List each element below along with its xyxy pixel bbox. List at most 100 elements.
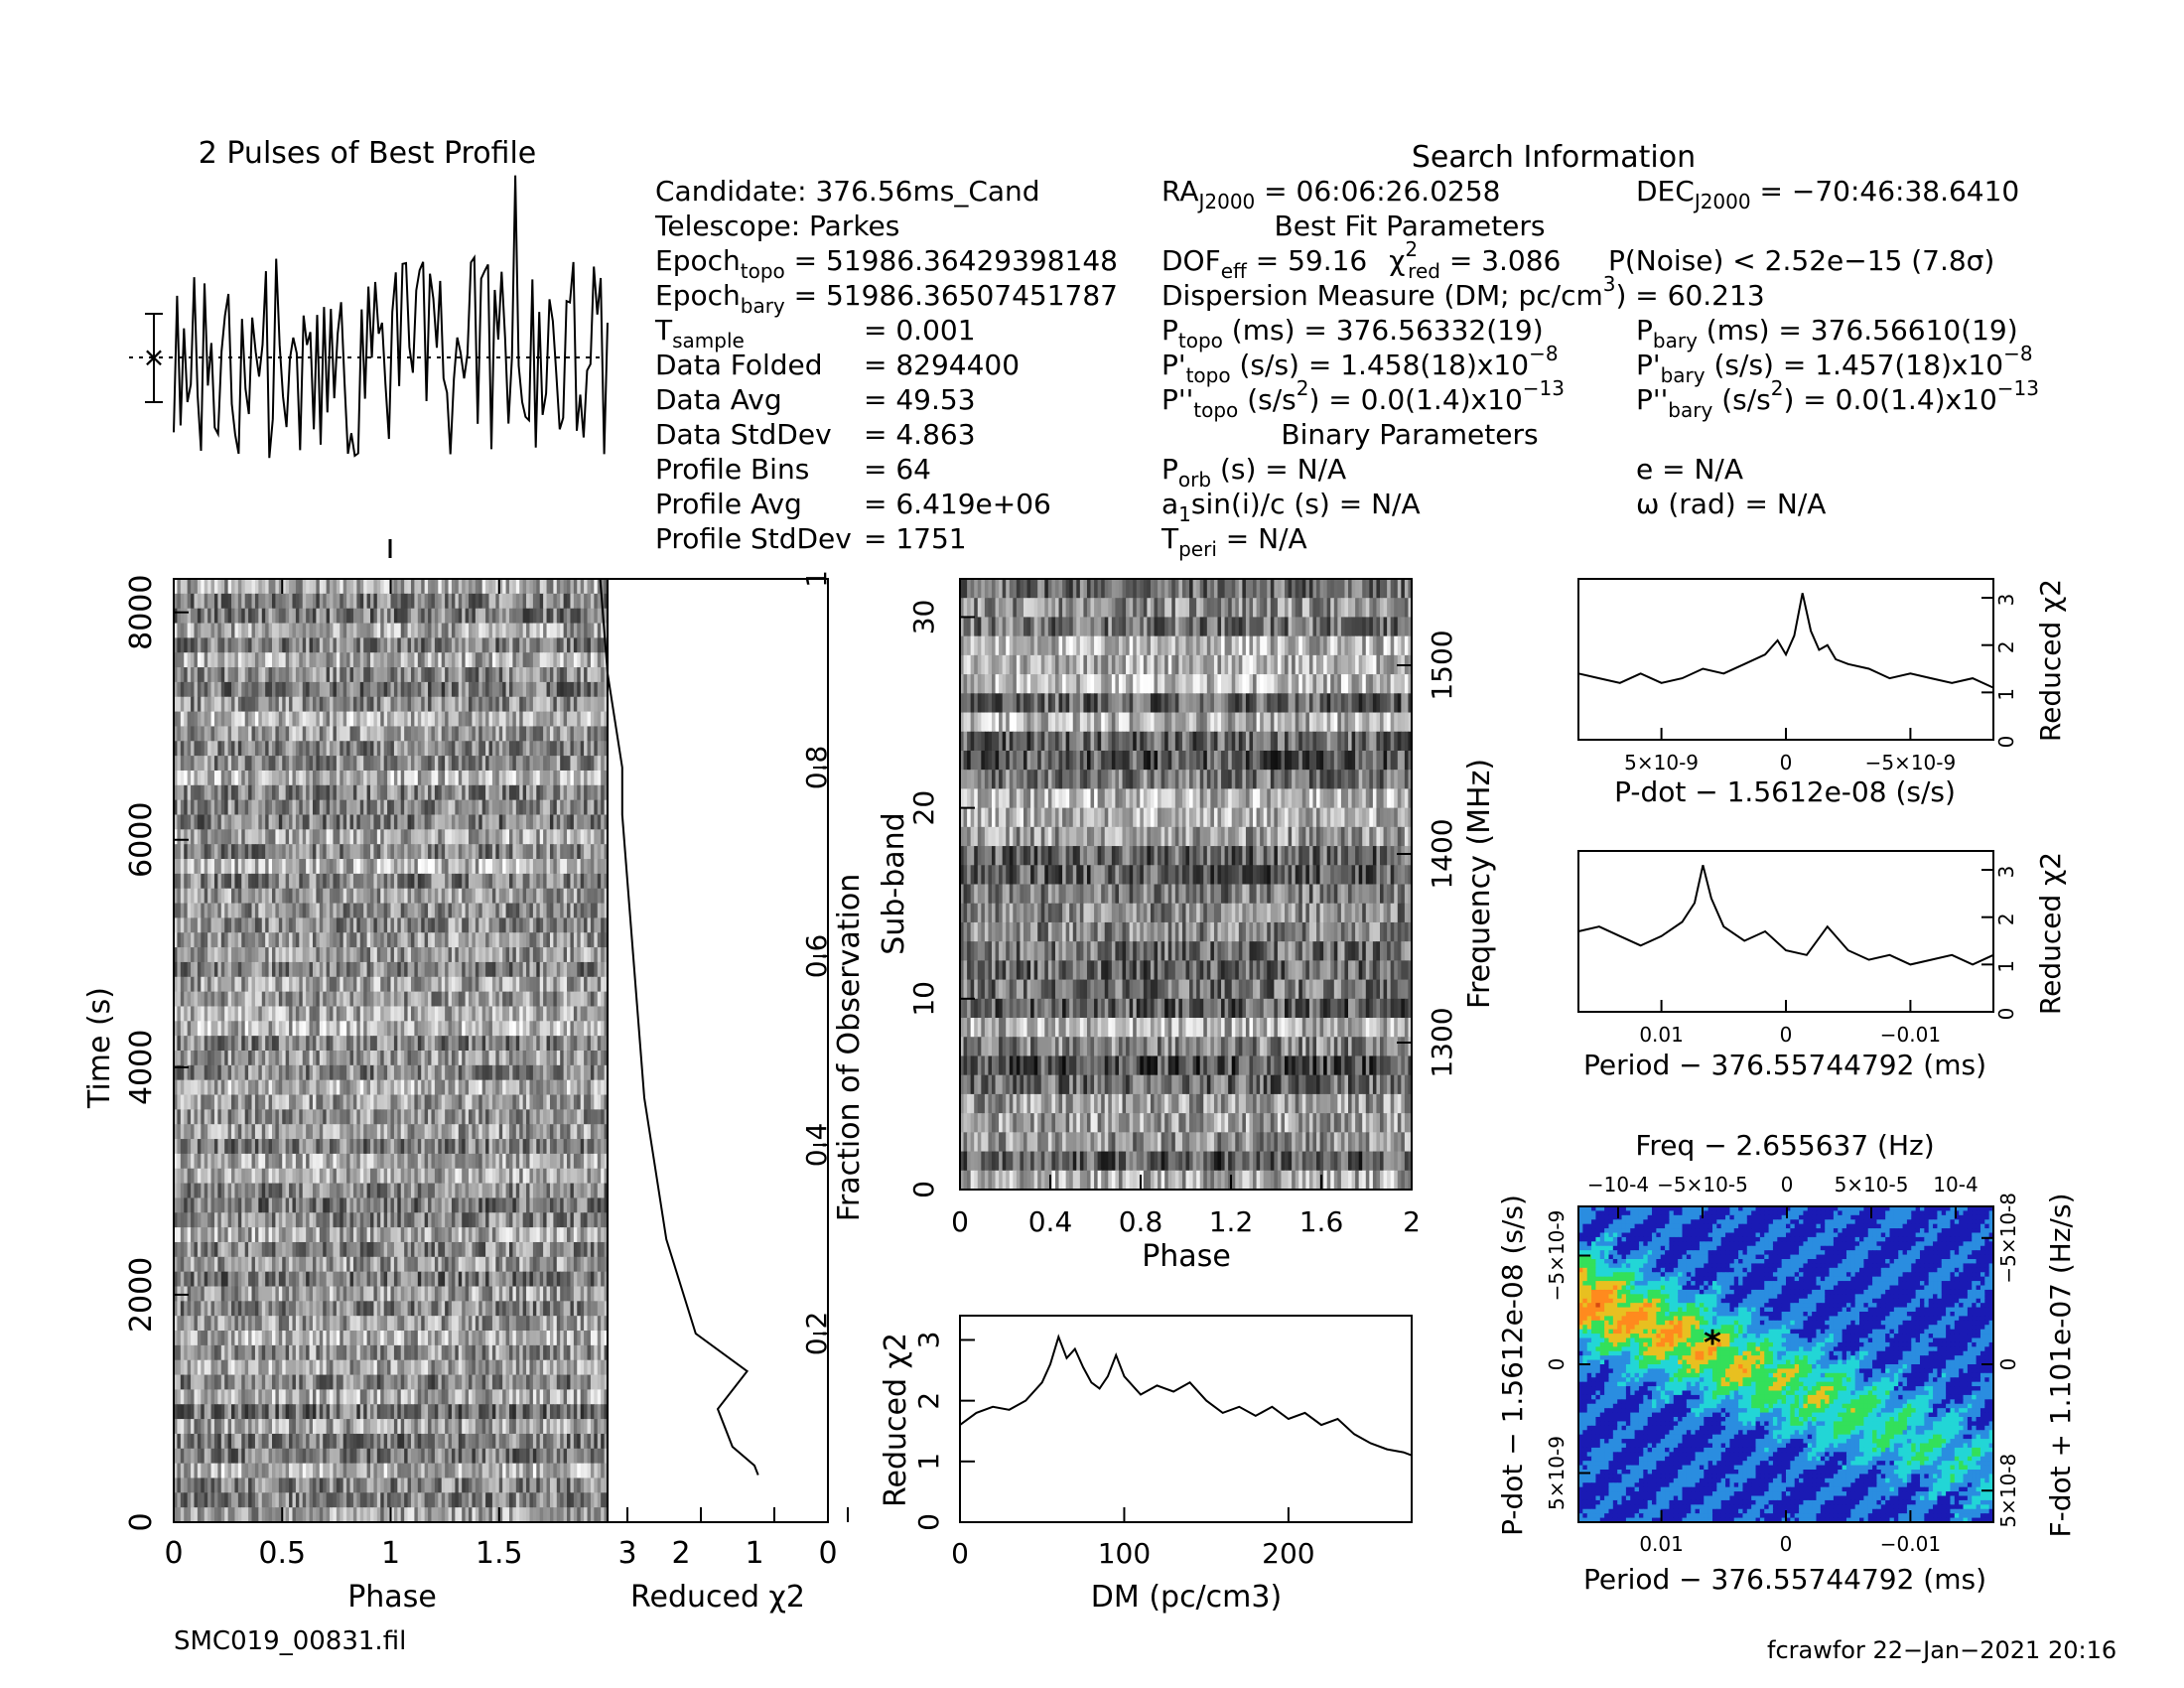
heat-cell (529, 1036, 534, 1052)
heat-cell (587, 1051, 592, 1066)
heat-cell (522, 991, 527, 1008)
heat-cell (404, 947, 409, 963)
heat-cell (174, 741, 179, 757)
heat-cell (359, 711, 364, 728)
heat-cell (191, 903, 196, 918)
heat-cell (570, 991, 575, 1008)
heat-cell (359, 1051, 364, 1066)
heat-cell (451, 667, 456, 683)
heat-cell (526, 1064, 531, 1081)
heat-cell (417, 637, 422, 653)
heat-cell (539, 579, 544, 595)
heat-cell (407, 961, 412, 978)
heat-cell (407, 829, 412, 845)
heat-cell (563, 961, 568, 978)
heat-cell (299, 711, 304, 728)
heat-cell (469, 741, 474, 757)
heat-cell (485, 1094, 490, 1110)
heat-cell (312, 711, 317, 728)
heat-cell (330, 888, 335, 905)
heat-cell (231, 844, 236, 860)
heat-cell (177, 579, 182, 595)
heat-cell (254, 932, 259, 948)
heat-cell (373, 741, 378, 757)
heat-cell (197, 799, 202, 816)
heat-cell (191, 667, 196, 683)
heat-cell (445, 1006, 450, 1022)
heat-cell (505, 667, 510, 683)
heat-cell (404, 667, 409, 683)
heat-cell (488, 932, 493, 948)
heat-cell (370, 652, 375, 668)
heat-cell (373, 696, 378, 713)
heat-cell (359, 1124, 364, 1140)
heat-cell (451, 623, 456, 638)
heat-cell (590, 1036, 595, 1052)
heat-cell (604, 932, 609, 948)
heat-cell (573, 1006, 578, 1022)
heat-cell (268, 1109, 273, 1125)
heat-cell (292, 608, 297, 625)
heat-cell (472, 667, 477, 683)
heat-cell (174, 917, 179, 933)
heat-cell (573, 888, 578, 905)
heat-cell (393, 756, 398, 772)
heat-cell (352, 756, 357, 772)
heat-cell (217, 903, 222, 918)
heat-cell (174, 623, 179, 638)
heat-cell (299, 770, 304, 786)
heat-cell (210, 1079, 215, 1096)
heat-cell (515, 903, 520, 918)
heat-cell (309, 1051, 314, 1066)
heat-cell (326, 726, 331, 742)
heat-cell (265, 932, 270, 948)
heat-cell (231, 756, 236, 772)
heat-cell (584, 1021, 589, 1037)
heat-cell (261, 756, 266, 772)
heat-cell (316, 1006, 321, 1022)
heat-cell (563, 1021, 568, 1037)
heat-cell (485, 814, 490, 830)
heat-cell (580, 579, 585, 595)
heat-cell (191, 741, 196, 757)
heat-cell (428, 814, 433, 830)
heat-cell (404, 888, 409, 905)
heat-cell (387, 1094, 392, 1110)
heat-cell (390, 932, 395, 948)
heat-cell (573, 696, 578, 713)
heat-cell (472, 608, 477, 625)
heat-cell (237, 799, 242, 816)
heat-cell (519, 1051, 524, 1066)
heat-cell (224, 1036, 229, 1052)
heat-cell (519, 829, 524, 845)
heat-cell (323, 784, 328, 801)
heat-cell (352, 859, 357, 875)
heat-cell (359, 961, 364, 978)
heat-cell (410, 1124, 415, 1140)
heat-cell (597, 696, 602, 713)
heat-cell (380, 888, 385, 905)
heat-cell (536, 756, 541, 772)
heat-cell (352, 976, 357, 993)
heat-cell (373, 888, 378, 905)
heat-cell (462, 1036, 467, 1052)
heat-cell (292, 652, 297, 668)
heat-cell (458, 1051, 463, 1066)
heat-cell (400, 991, 405, 1008)
heat-cell (526, 593, 531, 610)
heat-cell (431, 1094, 436, 1110)
heat-cell (526, 903, 531, 918)
heat-cell (519, 711, 524, 728)
heat-cell (526, 756, 531, 772)
heat-cell (438, 1036, 443, 1052)
heat-cell (546, 667, 551, 683)
heat-cell (323, 623, 328, 638)
heat-cell (278, 873, 283, 890)
heat-cell (340, 667, 344, 683)
heat-cell (573, 859, 578, 875)
heat-cell (234, 1006, 239, 1022)
heat-cell (539, 1109, 544, 1125)
heat-cell (594, 741, 599, 757)
heat-cell (508, 888, 513, 905)
heat-cell (227, 756, 232, 772)
